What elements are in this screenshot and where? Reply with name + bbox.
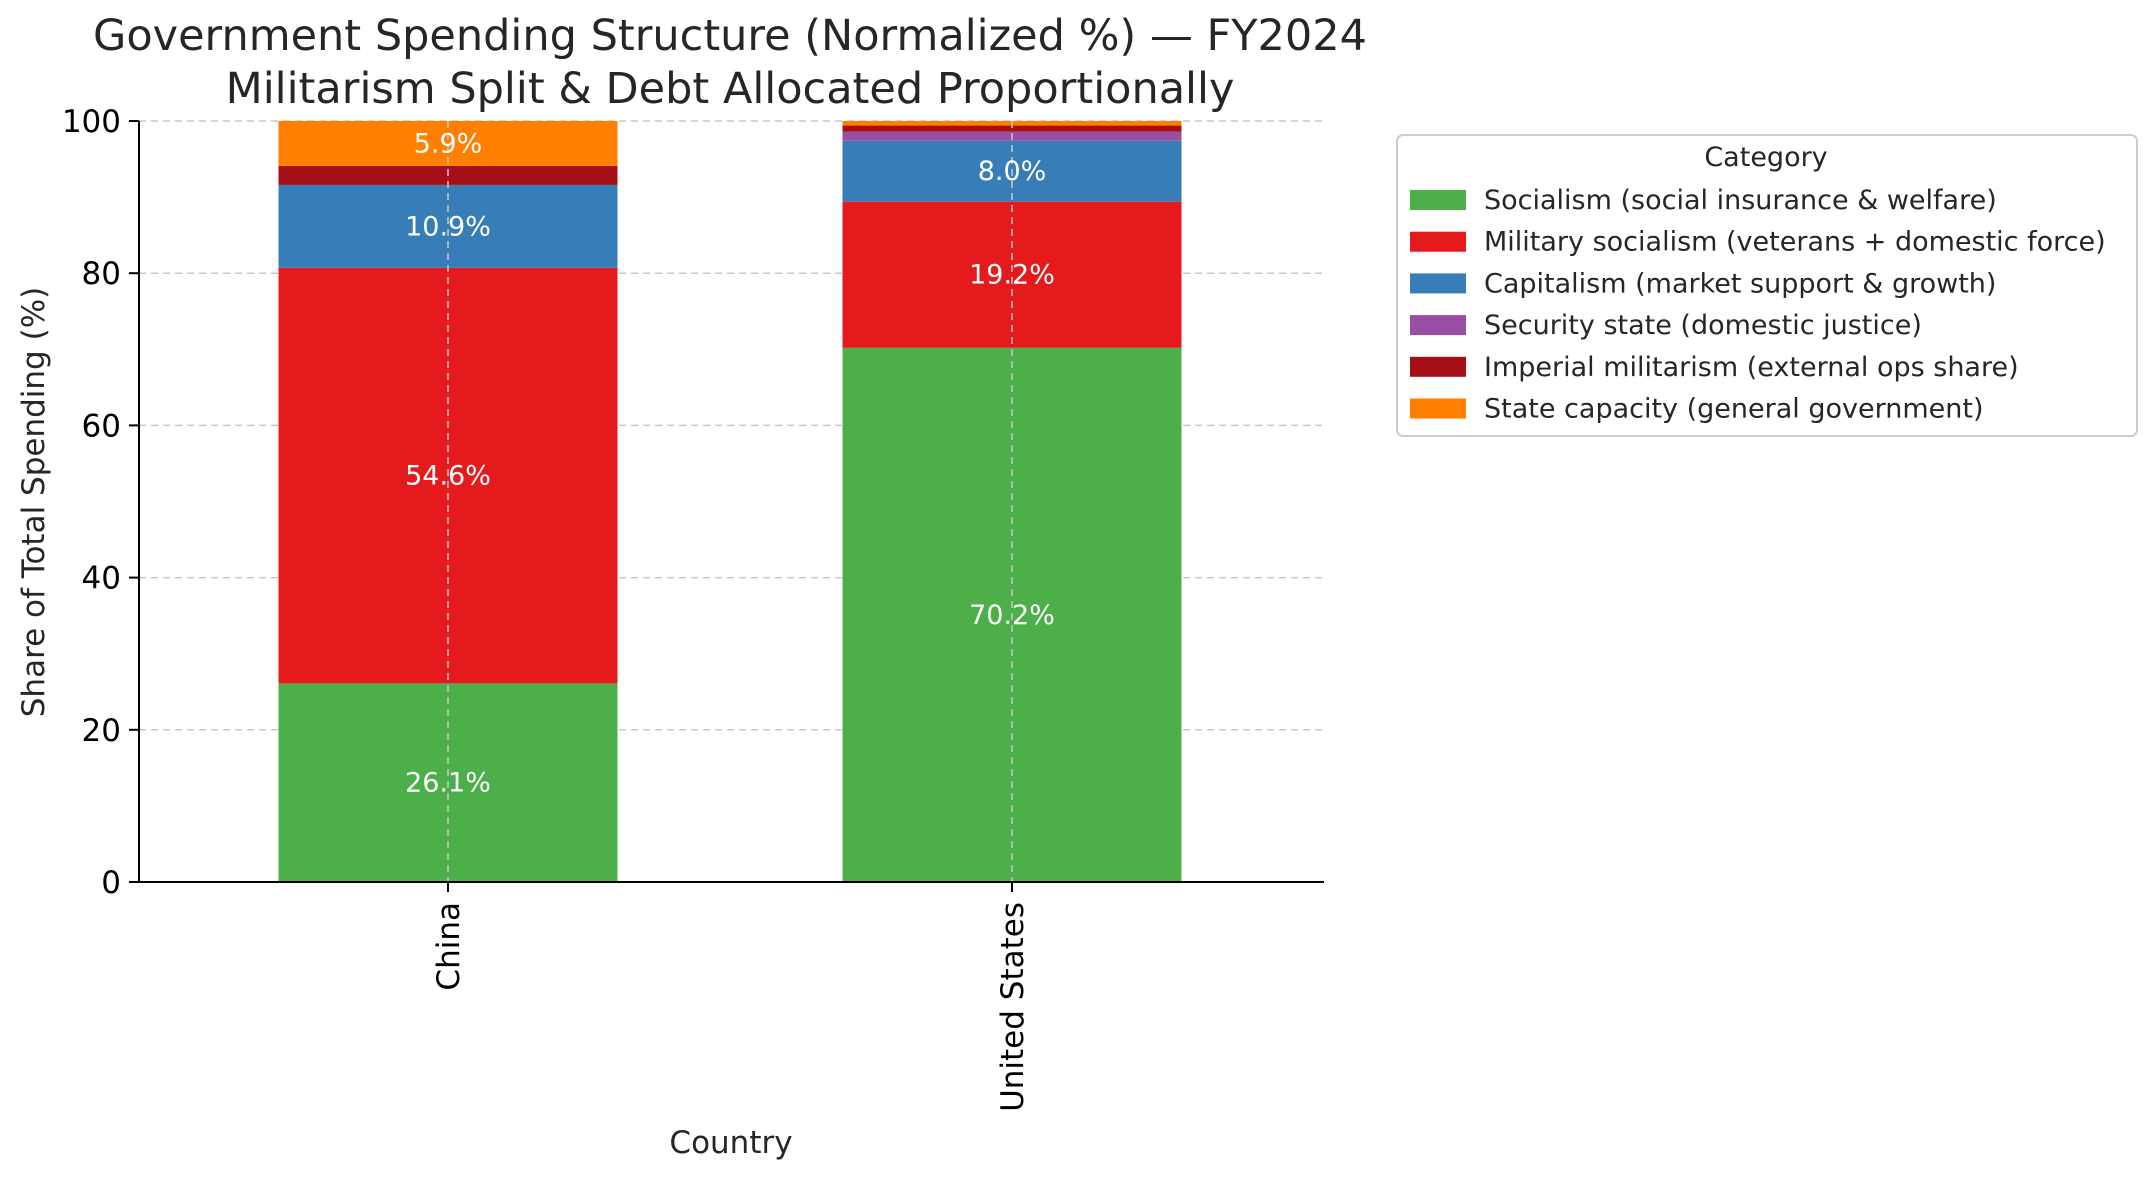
legend-label: Military socialism (veterans + domestic … [1484, 227, 2106, 258]
y-tick-label: 60 [82, 408, 121, 444]
legend-label: Imperial militarism (external ops share) [1484, 352, 2019, 383]
data-labels: 26.1% 54.6% 10.9% 5.9% 70.2% 19.2% 8.0% [405, 128, 1055, 798]
x-ticks: China United States [431, 882, 1031, 1112]
legend-swatch [1410, 356, 1466, 377]
data-label: 8.0% [978, 156, 1047, 187]
y-tick-label: 0 [101, 865, 121, 901]
legend-label: State capacity (general government) [1484, 394, 1984, 425]
y-ticks: 0 20 40 60 80 100 [62, 104, 139, 901]
legend-frame [1396, 134, 2138, 437]
legend-swatch [1410, 273, 1466, 294]
legend-swatch [1410, 398, 1466, 419]
legend: Category Socialism (social insurance & w… [1396, 134, 2138, 437]
legend-label: Security state (domestic justice) [1484, 310, 1922, 341]
legend-title: Category [1704, 142, 1827, 173]
bar-segment [842, 125, 1182, 132]
chart-subtitle: Militarism Split & Debt Allocated Propor… [226, 64, 1235, 114]
legend-swatch [1410, 315, 1466, 336]
y-tick-label: 20 [82, 713, 121, 749]
legend-label: Capitalism (market support & growth) [1484, 268, 1996, 299]
y-tick-label: 40 [82, 561, 121, 597]
y-tick-label: 100 [62, 104, 121, 140]
data-label: 5.9% [414, 128, 483, 159]
legend-swatch [1410, 231, 1466, 252]
data-label: 19.2% [969, 260, 1055, 291]
data-label: 54.6% [405, 461, 491, 492]
x-axis-label: Country [669, 1125, 792, 1161]
legend-label: Socialism (social insurance & welfare) [1484, 185, 1997, 216]
legend-swatch [1410, 190, 1466, 210]
legend-items: Socialism (social insurance & welfare) Mi… [1410, 185, 2106, 425]
data-label: 70.2% [969, 600, 1055, 631]
data-label: 26.1% [405, 768, 491, 799]
data-label: 10.9% [405, 211, 491, 242]
bar-segment [842, 201, 1182, 348]
chart-title: Government Spending Structure (Normalize… [93, 11, 1367, 61]
x-gridlines [447, 121, 1013, 882]
y-tick-label: 80 [82, 256, 121, 292]
x-tick-label: United States [995, 902, 1031, 1112]
y-axis-label: Share of Total Spending (%) [16, 287, 52, 718]
x-tick-label: China [431, 902, 467, 991]
